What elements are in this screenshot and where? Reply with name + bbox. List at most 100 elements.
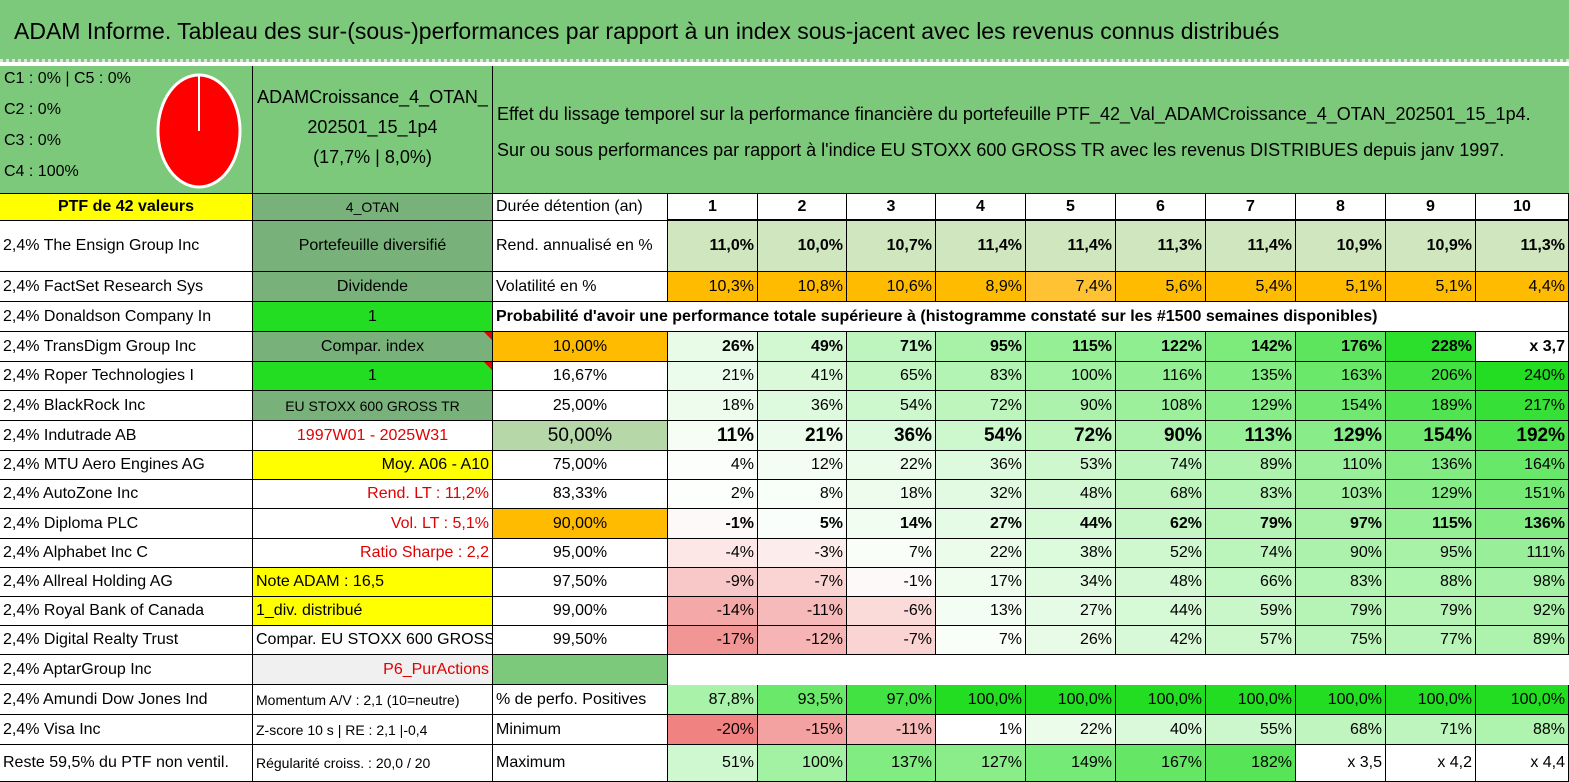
pos-y9: 100,0%	[1386, 685, 1476, 715]
info-2: Portefeuille diversifié	[253, 221, 493, 272]
prob-3-y1: 18%	[668, 391, 758, 421]
prob-6-y1: 2%	[668, 480, 758, 509]
pos-y5: 100,0%	[1026, 685, 1116, 715]
pos-y1: 87,8%	[668, 685, 758, 715]
prob-6-y9: 129%	[1386, 480, 1476, 509]
legend-c4: C4 : 100%	[4, 163, 79, 180]
legend-c1-c5: C1 : 0% | C5 : 0%	[4, 70, 131, 87]
max-y6: 167%	[1116, 745, 1206, 782]
prob-2-y4: 83%	[936, 362, 1026, 391]
prob-5-y1: 4%	[668, 451, 758, 480]
prob-7-y2: 5%	[758, 509, 847, 539]
prob-2-y8: 163%	[1296, 362, 1386, 391]
max-y3: 137%	[847, 745, 936, 782]
pos-y4: 100,0%	[936, 685, 1026, 715]
min-y3: -11%	[847, 715, 936, 745]
prob-10-y2: -11%	[758, 597, 847, 626]
prob-7-y8: 97%	[1296, 509, 1386, 539]
prob-5-y5: 53%	[1026, 451, 1116, 480]
rend-y10: 11,3%	[1476, 221, 1569, 272]
prob-threshold-3: 25,00%	[493, 391, 668, 421]
portfolio-name-line2: 202501_15_1p4	[307, 117, 438, 137]
prob-5-y9: 136%	[1386, 451, 1476, 480]
prob-7-y3: 14%	[847, 509, 936, 539]
info-10: Rend. LT : 11,2%	[253, 480, 493, 509]
prob-7-y7: 79%	[1206, 509, 1296, 539]
vol-y3: 10,6%	[847, 272, 936, 302]
vol-y10: 4,4%	[1476, 272, 1569, 302]
pos-y7: 100,0%	[1206, 685, 1296, 715]
prob-11-y9: 77%	[1386, 626, 1476, 655]
pos-y2: 93,5%	[758, 685, 847, 715]
legend-c2: C2 : 0%	[4, 101, 61, 118]
prob-1-y9: 228%	[1386, 332, 1476, 362]
info-11: Vol. LT : 5,1%	[253, 509, 493, 539]
prob-4-y9: 154%	[1386, 421, 1476, 451]
year-9: 9	[1386, 194, 1476, 221]
prob-7-y6: 62%	[1116, 509, 1206, 539]
info-19: Régularité croiss. : 20,0 / 20	[253, 745, 493, 782]
rend-y2: 10,0%	[758, 221, 847, 272]
prob-5-y7: 89%	[1206, 451, 1296, 480]
info-14: 1_div. distribué	[253, 597, 493, 626]
min-y10: 88%	[1476, 715, 1569, 745]
max-y4: 127%	[936, 745, 1026, 782]
holding-4: 2,4% TransDigm Group Inc	[0, 332, 253, 362]
separator-cell	[493, 655, 668, 685]
prob-7-y1: -1%	[668, 509, 758, 539]
prob-threshold-7: 90,00%	[493, 509, 668, 539]
prob-1-y10: x 3,7	[1476, 332, 1569, 362]
prob-1-y8: 176%	[1296, 332, 1386, 362]
prob-3-y8: 154%	[1296, 391, 1386, 421]
year-10: 10	[1476, 194, 1569, 221]
prob-4-y8: 129%	[1296, 421, 1386, 451]
prob-8-y8: 90%	[1296, 539, 1386, 568]
holding-5: 2,4% Roper Technologies I	[0, 362, 253, 391]
min-y6: 40%	[1116, 715, 1206, 745]
prob-9-y5: 34%	[1026, 568, 1116, 597]
year-7: 7	[1206, 194, 1296, 221]
year-1: 1	[668, 194, 758, 221]
prob-5-y3: 22%	[847, 451, 936, 480]
vol-y5: 7,4%	[1026, 272, 1116, 302]
prob-11-y10: 89%	[1476, 626, 1569, 655]
holding-9: 2,4% AutoZone Inc	[0, 480, 253, 509]
prob-8-y2: -3%	[758, 539, 847, 568]
prob-4-y7: 113%	[1206, 421, 1296, 451]
prob-6-y6: 68%	[1116, 480, 1206, 509]
prob-11-y2: -12%	[758, 626, 847, 655]
holding-8: 2,4% MTU Aero Engines AG	[0, 451, 253, 480]
prob-6-y4: 32%	[936, 480, 1026, 509]
prob-1-y7: 142%	[1206, 332, 1296, 362]
prob-7-y5: 44%	[1026, 509, 1116, 539]
min-y7: 55%	[1206, 715, 1296, 745]
prob-8-y10: 111%	[1476, 539, 1569, 568]
year-8: 8	[1296, 194, 1386, 221]
prob-2-y3: 65%	[847, 362, 936, 391]
prob-threshold-10: 99,00%	[493, 597, 668, 626]
year-4: 4	[936, 194, 1026, 221]
prob-4-y2: 21%	[758, 421, 847, 451]
info-8: 1997W01 - 2025W31	[253, 421, 493, 451]
prob-threshold-6: 83,33%	[493, 480, 668, 509]
prob-5-y10: 164%	[1476, 451, 1569, 480]
duration-label: Durée détention (an)	[493, 194, 668, 221]
prob-3-y3: 54%	[847, 391, 936, 421]
vol-y8: 5,1%	[1296, 272, 1386, 302]
holding-15: 2,4% AptarGroup Inc	[0, 655, 253, 685]
max-label: Maximum	[493, 745, 668, 782]
prob-5-y4: 36%	[936, 451, 1026, 480]
prob-threshold-8: 95,00%	[493, 539, 668, 568]
min-y1: -20%	[668, 715, 758, 745]
description-line1: Effet du lissage temporel sur la perform…	[497, 104, 1531, 124]
prob-1-y4: 95%	[936, 332, 1026, 362]
holding-10: 2,4% Diploma PLC	[0, 509, 253, 539]
max-y8: x 3,5	[1296, 745, 1386, 782]
prob-4-y5: 72%	[1026, 421, 1116, 451]
holding-2: 2,4% FactSet Research Sys	[0, 272, 253, 302]
category-legend: C1 : 0% | C5 : 0% C2 : 0% C3 : 0% C4 : 1…	[0, 66, 253, 194]
prob-5-y8: 110%	[1296, 451, 1386, 480]
prob-11-y3: -7%	[847, 626, 936, 655]
prob-9-y9: 88%	[1386, 568, 1476, 597]
holding-18: Reste 59,5% du PTF non ventil.	[0, 745, 253, 782]
